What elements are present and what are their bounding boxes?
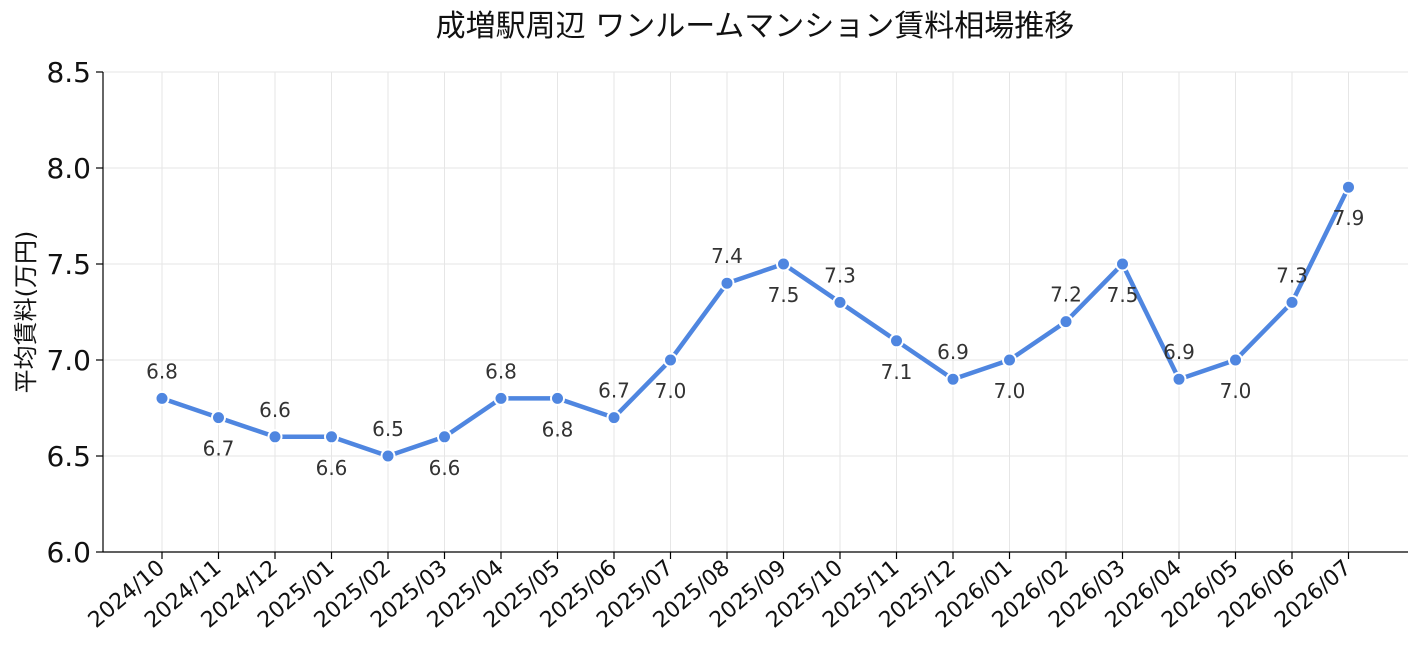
data-label: 7.3 bbox=[824, 263, 856, 287]
y-ticks: 6.0 6.5 7.0 7.5 8.0 8.5 bbox=[46, 56, 103, 569]
y-axis-label: 平均賃料(万円) bbox=[12, 231, 40, 394]
data-label: 6.7 bbox=[598, 379, 630, 403]
data-point bbox=[1002, 352, 1017, 368]
data-label: 7.2 bbox=[1050, 283, 1082, 307]
data-label: 7.0 bbox=[994, 379, 1026, 403]
data-label: 6.6 bbox=[429, 456, 461, 480]
data-label: 7.5 bbox=[1107, 283, 1139, 307]
data-labels: 6.8 6.7 6.6 6.6 6.5 6.6 6.8 6.8 6.7 7.0 7.4 7.5 7.3 7… bbox=[146, 206, 1364, 480]
data-point bbox=[945, 371, 961, 387]
data-point bbox=[663, 352, 678, 368]
data-label: 7.9 bbox=[1333, 206, 1365, 230]
data-label: 7.0 bbox=[655, 379, 687, 403]
x-ticks: 2024/102024/112024/122025/012025/022025/… bbox=[84, 552, 1356, 633]
axes bbox=[102, 72, 1408, 553]
grid-lines bbox=[103, 71, 1408, 552]
data-label: 6.8 bbox=[485, 359, 517, 383]
data-point bbox=[1171, 371, 1187, 387]
data-point bbox=[1058, 314, 1074, 330]
data-point bbox=[1341, 179, 1356, 195]
series-line bbox=[159, 184, 1351, 459]
data-point bbox=[1115, 256, 1130, 272]
y-tick-label: 6.5 bbox=[46, 440, 91, 473]
data-point bbox=[437, 429, 452, 445]
data-point bbox=[380, 448, 396, 464]
data-label: 7.5 bbox=[768, 283, 800, 307]
data-point bbox=[1228, 352, 1243, 368]
data-label: 6.6 bbox=[259, 398, 291, 422]
data-label: 7.3 bbox=[1276, 263, 1308, 287]
data-label: 6.9 bbox=[1163, 340, 1195, 364]
series-line-group bbox=[154, 179, 1356, 464]
data-point bbox=[719, 275, 735, 291]
data-label: 7.1 bbox=[881, 360, 913, 384]
data-label: 6.6 bbox=[316, 456, 348, 480]
data-label: 6.5 bbox=[372, 417, 404, 441]
data-label: 7.4 bbox=[711, 244, 743, 268]
data-point bbox=[267, 429, 283, 445]
data-point bbox=[1284, 294, 1300, 310]
y-tick-label: 7.0 bbox=[46, 344, 91, 377]
data-point bbox=[493, 390, 509, 406]
data-point bbox=[211, 410, 226, 426]
data-label: 6.8 bbox=[542, 417, 574, 441]
data-label: 7.0 bbox=[1220, 379, 1252, 403]
data-point bbox=[889, 333, 904, 349]
data-label: 6.8 bbox=[146, 359, 178, 383]
data-point bbox=[606, 410, 622, 426]
chart-title: 成増駅周辺 ワンルームマンション賃料相場推移 bbox=[436, 9, 1075, 44]
data-point bbox=[832, 294, 848, 310]
y-tick-label: 6.0 bbox=[46, 536, 91, 569]
data-label: 6.9 bbox=[937, 340, 969, 364]
data-label: 6.7 bbox=[203, 437, 235, 461]
y-tick-label: 8.5 bbox=[46, 56, 91, 89]
y-tick-label: 8.0 bbox=[46, 152, 91, 185]
data-point bbox=[324, 429, 339, 445]
data-point bbox=[776, 256, 791, 272]
y-tick-label: 7.5 bbox=[46, 248, 91, 281]
data-point bbox=[154, 390, 170, 406]
data-point bbox=[550, 390, 565, 406]
